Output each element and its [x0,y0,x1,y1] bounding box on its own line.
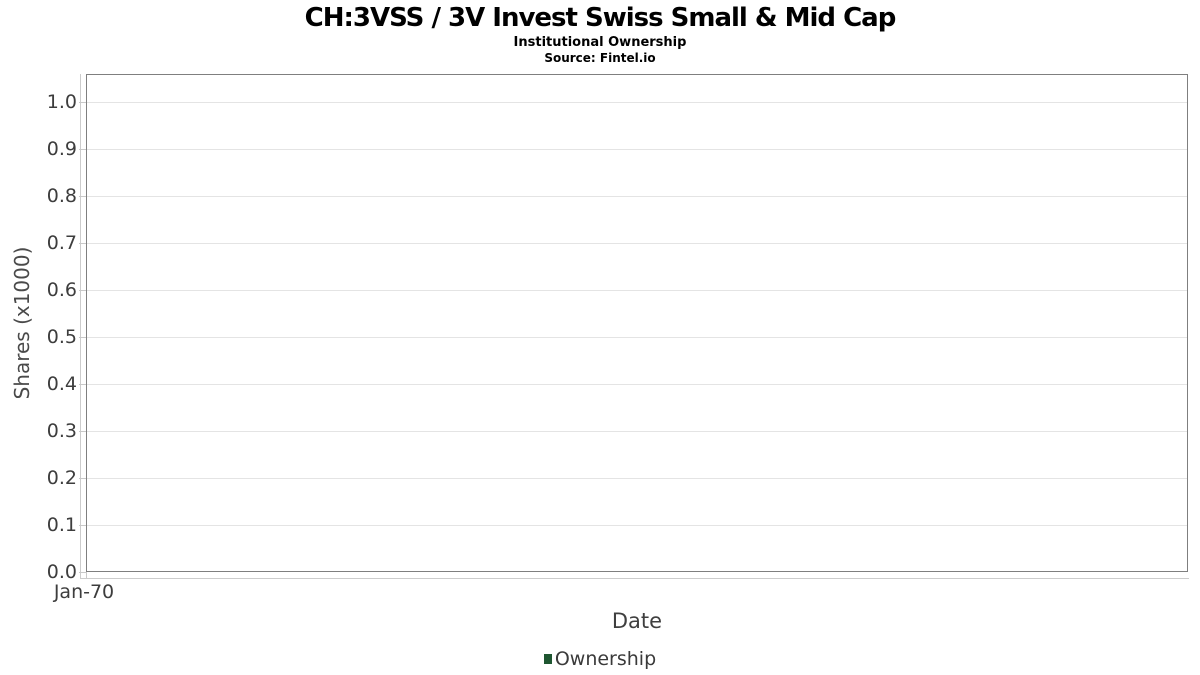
y-tick-mark [79,431,86,432]
y-tick-label: 0.1 [46,514,77,536]
y-tick-mark [79,102,86,103]
legend-label-ownership: Ownership [554,648,657,670]
x-axis-line [80,578,1189,579]
y-tick-mark [79,196,86,197]
chart-subtitle: Institutional Ownership [513,35,687,50]
gridline-y-0.3 [87,431,1187,432]
legend: Ownership [0,647,1200,671]
y-tick-label: 0.8 [46,185,77,207]
y-tick-label: 0.5 [46,326,77,348]
y-tick-label: 0.0 [46,561,77,583]
y-tick-label: 0.2 [46,467,77,489]
y-axis-title: Shares (x1000) [10,246,34,400]
y-tick-mark [79,478,86,479]
gridline-y-0.9 [87,149,1187,150]
gridline-y-0.2 [87,478,1187,479]
y-tick-mark [79,243,86,244]
gridline-y-0.5 [87,337,1187,338]
gridline-y-0.6 [87,290,1187,291]
y-tick-mark [79,525,86,526]
y-tick-label: 0.9 [46,138,77,160]
gridline-y-1.0 [87,102,1187,103]
gridline-y-0.4 [87,384,1187,385]
chart-source-credit: Source: Fintel.io [544,51,656,65]
y-tick-mark [79,337,86,338]
y-tick-mark [79,149,86,150]
gridline-y-0.1 [87,525,1187,526]
y-tick-mark [79,384,86,385]
y-tick-label: 0.7 [46,232,77,254]
x-axis-title: Date [611,609,663,633]
y-tick-mark [79,572,86,573]
plot-area [86,74,1188,572]
y-axis-line [80,74,81,579]
y-tick-label: 0.3 [46,420,77,442]
x-tick-mark [86,572,87,578]
y-tick-mark [79,290,86,291]
legend-swatch-ownership [543,654,552,664]
gridline-y-0.8 [87,196,1187,197]
y-tick-label: 1.0 [46,91,77,113]
x-tick-label: Jan-70 [53,581,115,603]
chart-title: CH:3VSS / 3V Invest Swiss Small & Mid Ca… [304,3,897,33]
y-tick-label: 0.4 [46,373,77,395]
y-tick-label: 0.6 [46,279,77,301]
gridline-y-0.7 [87,243,1187,244]
